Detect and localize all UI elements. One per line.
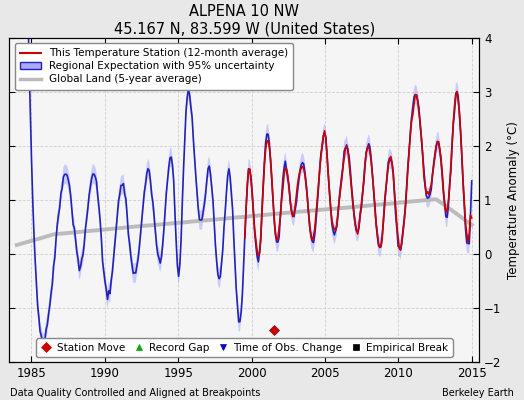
Title: ALPENA 10 NW
45.167 N, 83.599 W (United States): ALPENA 10 NW 45.167 N, 83.599 W (United … [114,4,375,36]
Y-axis label: Temperature Anomaly (°C): Temperature Anomaly (°C) [507,121,520,279]
Text: Data Quality Controlled and Aligned at Breakpoints: Data Quality Controlled and Aligned at B… [10,388,261,398]
Text: Berkeley Earth: Berkeley Earth [442,388,514,398]
Legend: Station Move, Record Gap, Time of Obs. Change, Empirical Break: Station Move, Record Gap, Time of Obs. C… [36,338,453,357]
